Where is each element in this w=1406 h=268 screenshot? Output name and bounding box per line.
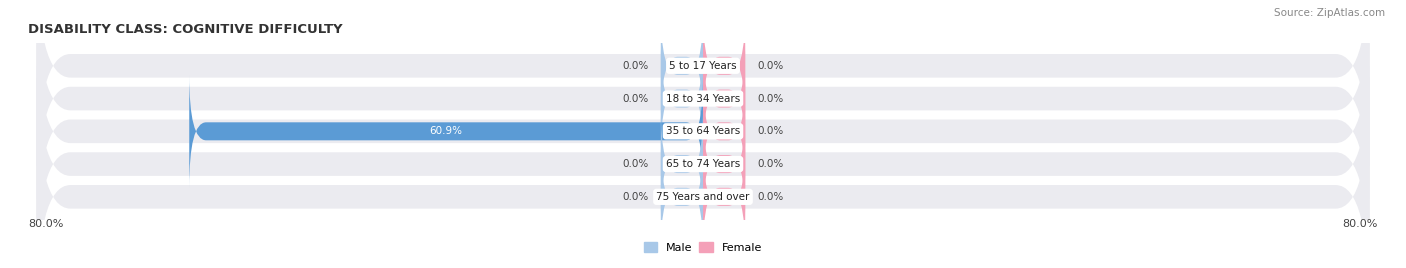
Text: 65 to 74 Years: 65 to 74 Years <box>666 159 740 169</box>
FancyBboxPatch shape <box>37 0 1369 185</box>
Text: 5 to 17 Years: 5 to 17 Years <box>669 61 737 71</box>
Text: 80.0%: 80.0% <box>28 219 63 229</box>
Legend: Male, Female: Male, Female <box>644 242 762 253</box>
FancyBboxPatch shape <box>661 140 703 253</box>
Text: 0.0%: 0.0% <box>758 159 785 169</box>
Text: 0.0%: 0.0% <box>758 192 785 202</box>
FancyBboxPatch shape <box>703 42 745 155</box>
FancyBboxPatch shape <box>661 9 703 122</box>
Text: DISABILITY CLASS: COGNITIVE DIFFICULTY: DISABILITY CLASS: COGNITIVE DIFFICULTY <box>28 23 343 36</box>
FancyBboxPatch shape <box>37 0 1369 218</box>
Text: 80.0%: 80.0% <box>1343 219 1378 229</box>
FancyBboxPatch shape <box>661 107 703 221</box>
FancyBboxPatch shape <box>703 75 745 188</box>
Text: 0.0%: 0.0% <box>621 61 648 71</box>
Text: 0.0%: 0.0% <box>758 94 785 103</box>
FancyBboxPatch shape <box>703 107 745 221</box>
Text: 0.0%: 0.0% <box>758 61 785 71</box>
Text: 60.9%: 60.9% <box>430 126 463 136</box>
Text: 0.0%: 0.0% <box>621 94 648 103</box>
Text: 18 to 34 Years: 18 to 34 Years <box>666 94 740 103</box>
Text: 35 to 64 Years: 35 to 64 Years <box>666 126 740 136</box>
FancyBboxPatch shape <box>37 45 1369 268</box>
FancyBboxPatch shape <box>703 9 745 122</box>
FancyBboxPatch shape <box>661 42 703 155</box>
FancyBboxPatch shape <box>703 140 745 253</box>
Text: 0.0%: 0.0% <box>621 159 648 169</box>
FancyBboxPatch shape <box>37 78 1369 268</box>
Text: 75 Years and over: 75 Years and over <box>657 192 749 202</box>
FancyBboxPatch shape <box>37 12 1369 251</box>
Text: 0.0%: 0.0% <box>621 192 648 202</box>
Text: 0.0%: 0.0% <box>758 126 785 136</box>
FancyBboxPatch shape <box>190 75 703 188</box>
Text: Source: ZipAtlas.com: Source: ZipAtlas.com <box>1274 8 1385 18</box>
